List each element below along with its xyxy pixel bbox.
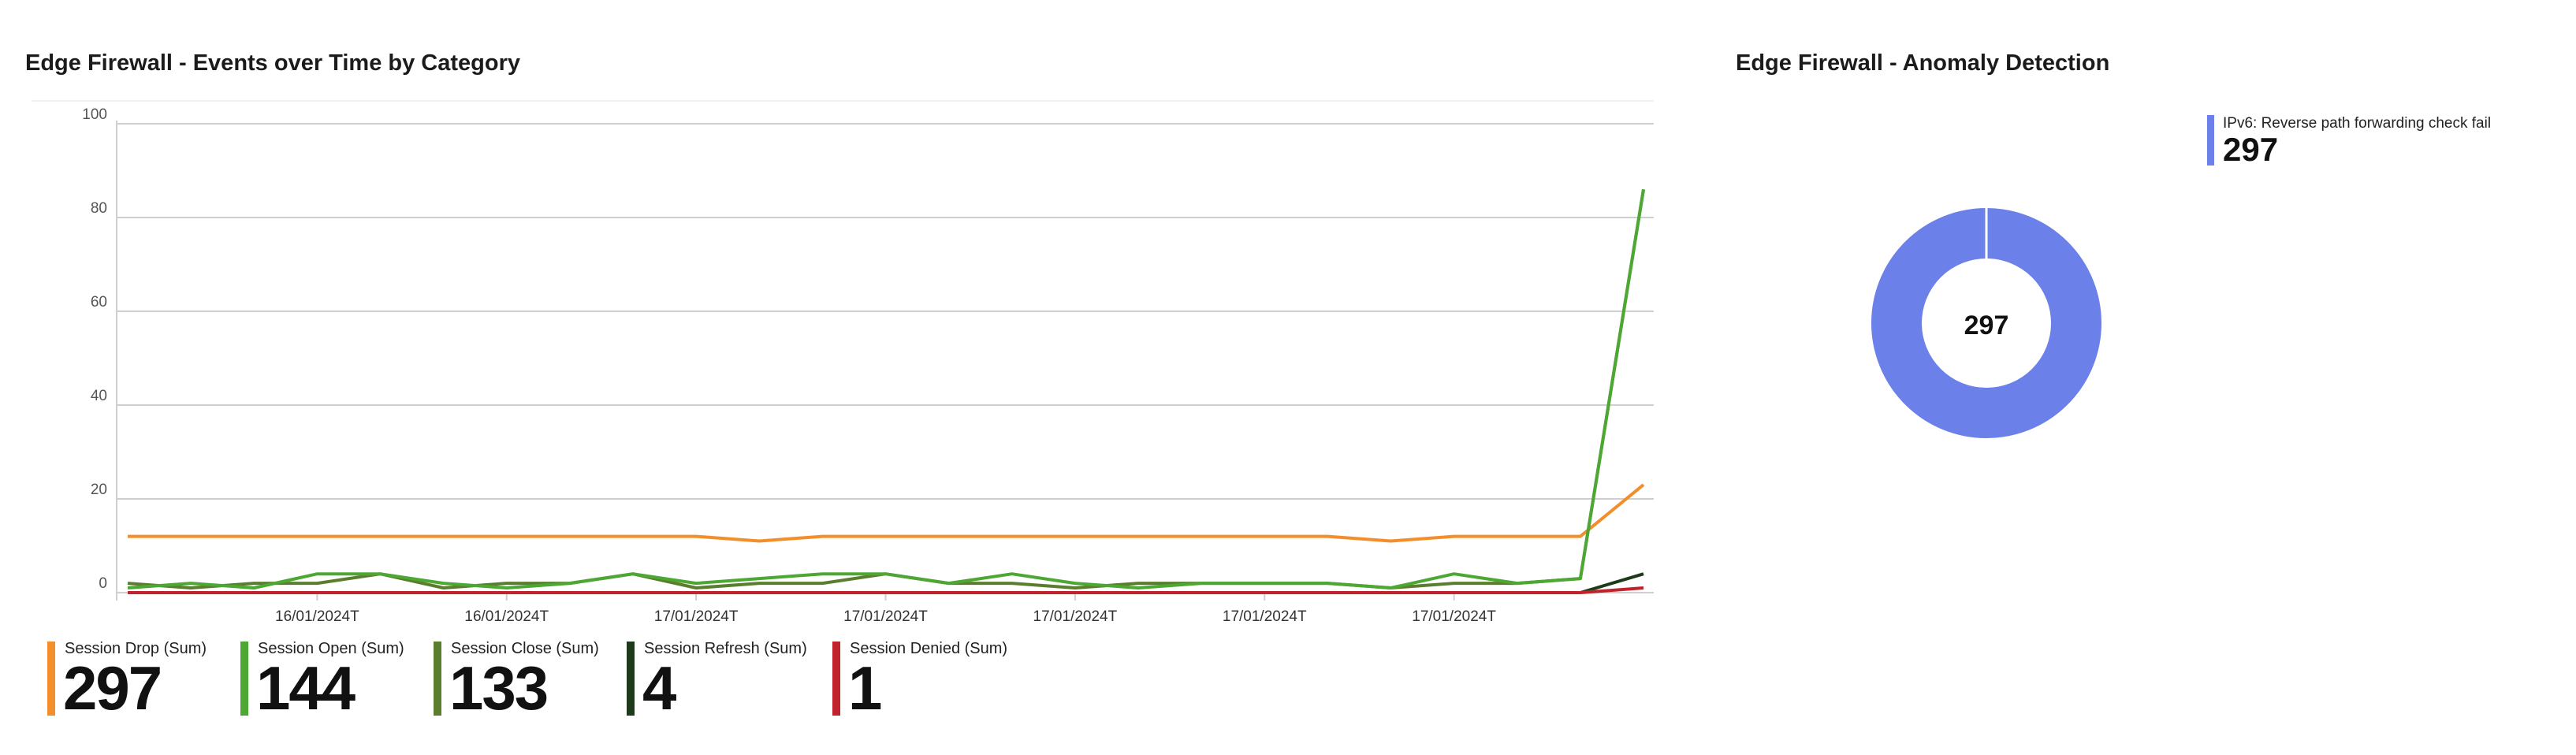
events-over-time-panel: Edge Firewall - Events over Time by Cate… [25,50,1654,727]
donut-center-value: 297 [1964,311,2009,340]
anomaly-donut-chart: 297 [1871,208,2101,438]
legend-label: Session Open (Sum) [258,640,404,657]
y-tick-label: 20 [91,482,107,498]
events-legend: Session Drop (Sum) 297 Session Open (Sum… [47,640,1230,727]
x-tick-label: 17/01/2024T [1223,608,1307,625]
anomaly-chart-title: Edge Firewall - Anomaly Detection [1736,50,2110,76]
x-tick-label: 17/01/2024T [654,608,739,625]
legend-value: 144 [256,653,356,723]
x-tick-label: 16/01/2024T [464,608,549,625]
legend-value: 1 [848,653,882,723]
anomaly-detection-panel: Edge Firewall - Anomaly Detection 297 IP… [1695,0,2576,755]
y-tick-label: 0 [99,575,107,592]
series-line-session-close[interactable] [127,188,1645,589]
legend-swatch-session-open [240,642,248,716]
y-tick-label: 40 [91,388,107,404]
legend-value: 297 [63,653,162,723]
x-tick-label: 17/01/2024T [1412,608,1496,625]
legend-swatch-session-drop [47,642,55,716]
x-tick-label: 17/01/2024T [843,608,928,625]
y-tick-label: 60 [91,294,107,311]
donut-legend-label: IPv6: Reverse path forwarding check fail [2223,115,2492,132]
legend-label: Session Denied (Sum) [850,640,1008,657]
events-chart-title: Edge Firewall - Events over Time by Cate… [25,50,521,76]
events-line-chart: 0 20 40 60 80 100 16/01/2024T 16/01/2024T 17/01… [32,100,1654,625]
legend-swatch-session-refresh [627,642,635,716]
legend-label: Session Close (Sum) [451,640,599,657]
series-line-session-open[interactable] [127,188,1645,589]
series-line-session-drop[interactable] [128,483,1645,543]
series-line-session-denied[interactable] [128,586,1644,594]
legend-label: Session Drop (Sum) [65,640,207,657]
y-tick-label: 100 [82,106,107,123]
legend-swatch-session-close [434,642,441,716]
x-tick-label: 16/01/2024T [275,608,359,625]
donut-legend-swatch [2207,115,2214,166]
legend-value: 4 [642,653,676,723]
donut-legend: IPv6: Reverse path forwarding check fail… [2207,115,2538,170]
legend-label: Session Refresh (Sum) [644,640,807,657]
legend-value: 133 [449,653,549,723]
legend-swatch-session-denied [832,642,840,716]
x-tick-label: 17/01/2024T [1033,608,1118,625]
donut-legend-value: 297 [2223,131,2279,168]
y-tick-label: 80 [91,200,107,217]
